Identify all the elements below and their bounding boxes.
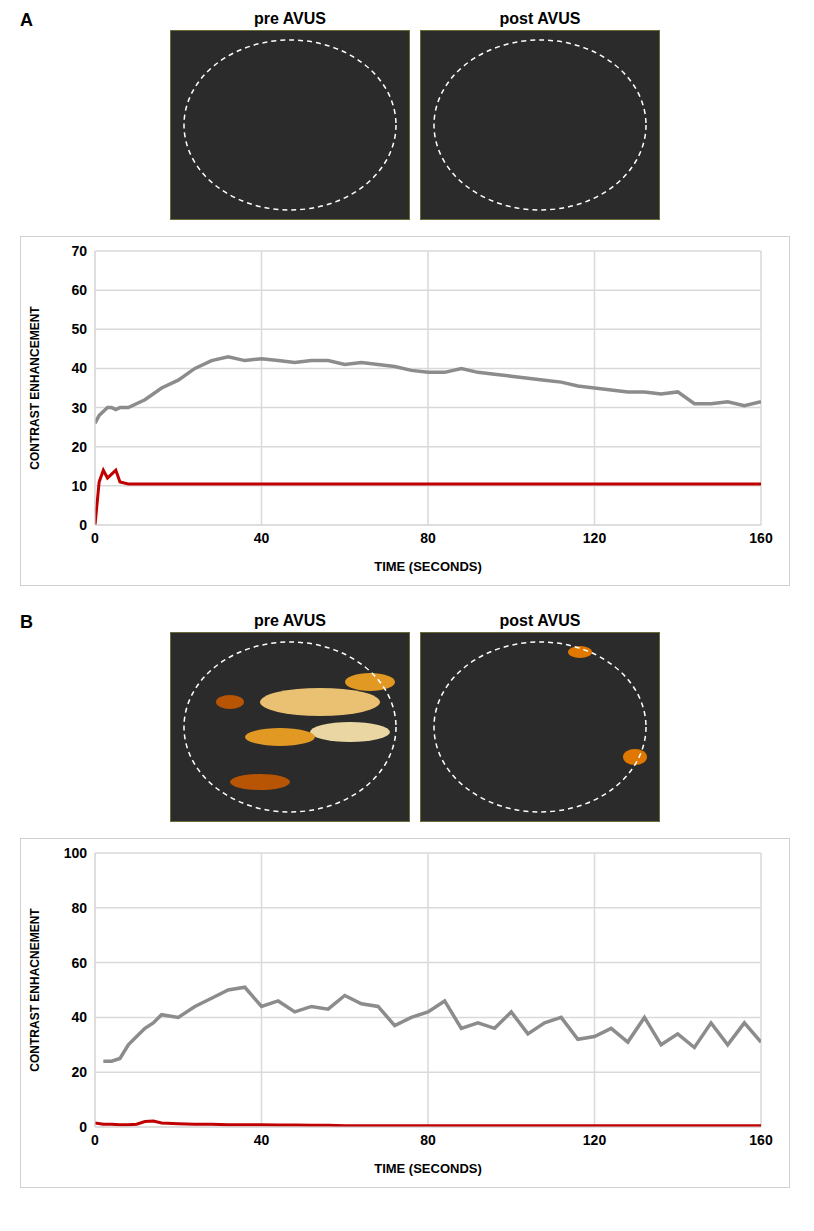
svg-text:0: 0 — [79, 517, 87, 533]
svg-text:0: 0 — [91, 1132, 99, 1148]
svg-text:120: 120 — [583, 1132, 607, 1148]
svg-text:50: 50 — [71, 321, 87, 337]
svg-text:10: 10 — [71, 478, 87, 494]
svg-text:20: 20 — [71, 1064, 87, 1080]
svg-text:TIME (SECONDS): TIME (SECONDS) — [374, 1161, 482, 1176]
svg-text:CONTRAST ENHANCEMENT: CONTRAST ENHANCEMENT — [28, 306, 42, 470]
svg-text:40: 40 — [254, 530, 270, 546]
html-text:pre AVUS: pre AVUS — [254, 10, 326, 27]
svg-text:80: 80 — [420, 1132, 436, 1148]
html-text:post AVUS: post AVUS — [499, 612, 581, 629]
html-text:pre AVUS: pre AVUS — [254, 612, 326, 629]
svg-text:160: 160 — [749, 1132, 773, 1148]
svg-text:160: 160 — [749, 530, 773, 546]
svg-text:80: 80 — [71, 900, 87, 916]
svg-text:TIME (SECONDS): TIME (SECONDS) — [374, 559, 482, 574]
svg-text:40: 40 — [71, 360, 87, 376]
svg-text:0: 0 — [79, 1119, 87, 1135]
svg-text:60: 60 — [71, 282, 87, 298]
svg-text:60: 60 — [71, 955, 87, 971]
svg-text:40: 40 — [254, 1132, 270, 1148]
html-text:B: B — [20, 612, 33, 632]
svg-text:20: 20 — [71, 439, 87, 455]
svg-text:120: 120 — [583, 530, 607, 546]
svg-text:CONTRAST ENHACNEMENT: CONTRAST ENHACNEMENT — [28, 908, 42, 1072]
svg-text:70: 70 — [71, 243, 87, 259]
svg-text:80: 80 — [420, 530, 436, 546]
html-text:A: A — [20, 10, 33, 30]
svg-text:30: 30 — [71, 400, 87, 416]
svg-text:100: 100 — [64, 845, 88, 861]
svg-text:40: 40 — [71, 1009, 87, 1025]
html-text:post AVUS: post AVUS — [499, 10, 581, 27]
svg-text:0: 0 — [91, 530, 99, 546]
